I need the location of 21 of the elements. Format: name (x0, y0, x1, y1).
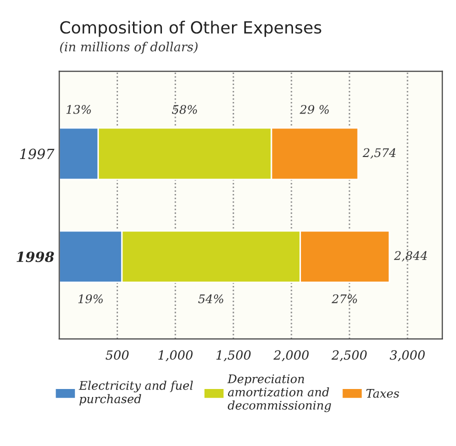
chart-title: Composition of Other Expenses (60, 20, 322, 37)
annotation: 29 % (300, 104, 329, 114)
annotation: 13% (66, 104, 91, 114)
chart-subtitle: (in millions of dollars) (60, 42, 198, 54)
legend-label: Electricity and fuel purchased (78, 380, 193, 406)
y-tick-label: 1998 (16, 252, 54, 262)
x-tick-label: 500 (106, 350, 129, 360)
x-tick-label: 3,000 (390, 350, 425, 362)
annotation: 58% (172, 104, 197, 114)
x-tick-label: 2,000 (273, 350, 309, 362)
total-label: 2,844 (394, 251, 427, 262)
x-tick-label: 2,500 (332, 350, 367, 362)
total-label: 2,574 (362, 148, 396, 159)
legend-label: Depreciation amortization and decommissioning (227, 374, 332, 412)
x-tick-label: 1,000 (158, 350, 193, 362)
annotation: 19% (78, 294, 103, 304)
annotation: 27% (332, 294, 357, 304)
legend-label: Taxes (366, 389, 400, 398)
x-tick-label: 1,500 (216, 350, 251, 362)
y-tick-label: 1997 (20, 148, 54, 160)
annotation: 54% (198, 294, 224, 304)
